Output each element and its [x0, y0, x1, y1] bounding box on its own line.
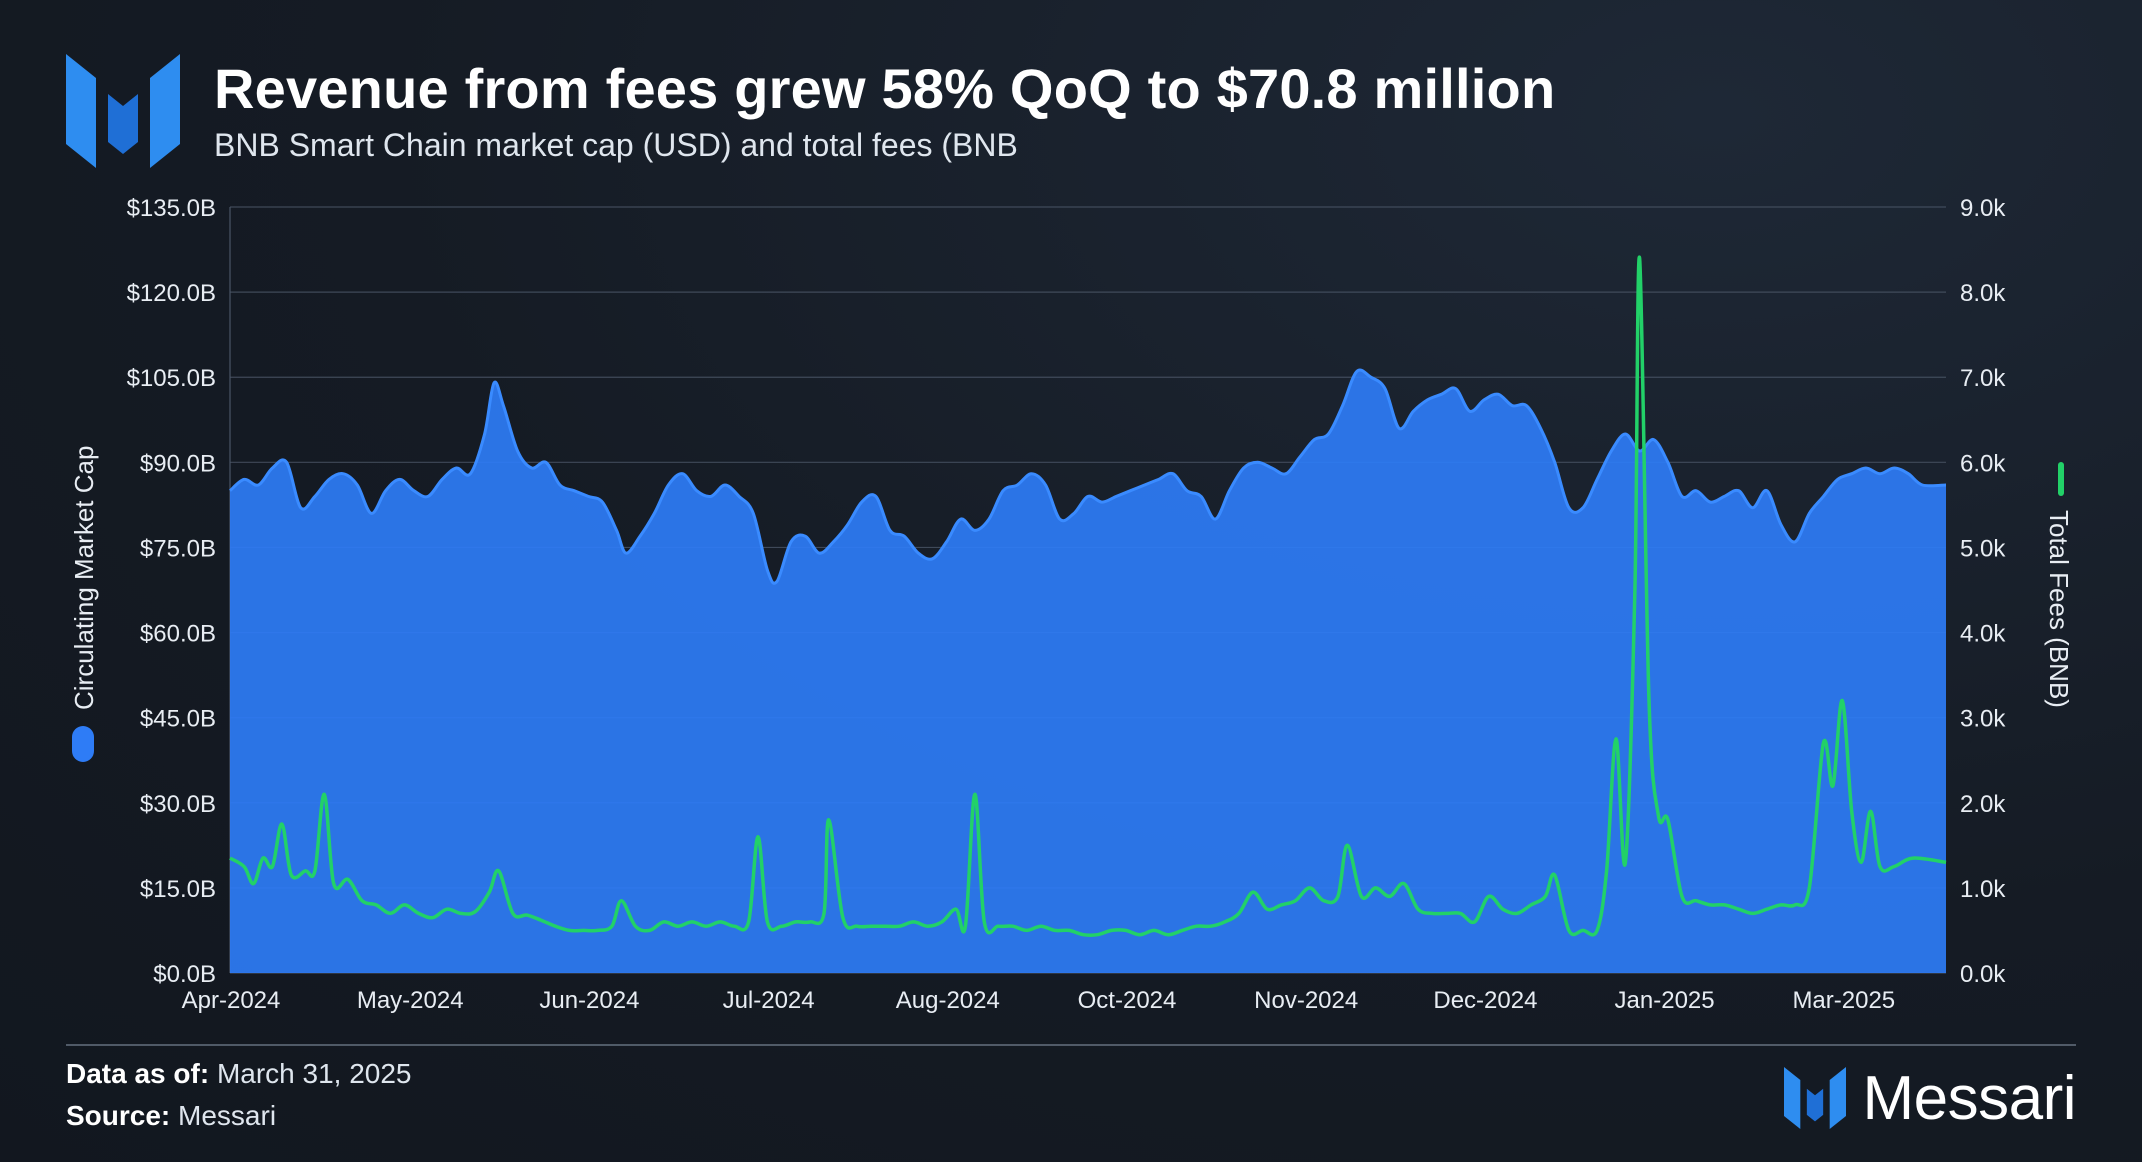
source-value: Messari	[178, 1100, 277, 1131]
right-axis-title: Total Fees (BNB)	[2044, 510, 2074, 708]
right-tick-label: 4.0k	[1960, 621, 2006, 648]
left-tick-label: $30.0B	[140, 791, 216, 818]
left-tick-label: $15.0B	[140, 876, 216, 903]
data-as-of: Data as of: March 31, 2025	[66, 1058, 412, 1090]
right-tick-label: 0.0k	[1960, 961, 2006, 988]
x-axis-ticks: Apr-2024 May-2024 Jun-2024 Jul-2024 Aug-2024…	[182, 987, 1896, 1014]
fees-line	[229, 255, 1947, 937]
right-tick-label: 6.0k	[1960, 450, 2006, 477]
right-tick-label: 7.0k	[1960, 365, 2006, 392]
x-tick-label: Jan-2025	[1615, 987, 1715, 1014]
right-tick-label: 8.0k	[1960, 280, 2006, 307]
footer-divider	[66, 1044, 2076, 1046]
source-label: Source:	[66, 1100, 171, 1131]
left-legend-swatch	[72, 726, 94, 762]
left-axis-legend: Circulating Market Cap	[69, 446, 99, 762]
right-tick-label: 9.0k	[1960, 195, 2006, 222]
data-source: Source: Messari	[66, 1100, 276, 1132]
messari-brand-icon	[1784, 1067, 1847, 1129]
x-tick-label: Oct-2024	[1078, 987, 1177, 1014]
left-tick-label: $90.0B	[140, 450, 216, 477]
x-tick-label: Jul-2024	[723, 987, 815, 1014]
x-tick-label: Mar-2025	[1792, 987, 1895, 1014]
chart-subtitle: BNB Smart Chain market cap (USD) and tot…	[214, 127, 1018, 163]
left-tick-label: $45.0B	[140, 706, 216, 733]
x-tick-label: Jun-2024	[539, 987, 639, 1014]
right-tick-label: 2.0k	[1960, 791, 2006, 818]
right-tick-label: 3.0k	[1960, 706, 2006, 733]
brand-name: Messari	[1862, 1063, 2076, 1133]
asof-label: Data as of:	[66, 1058, 210, 1089]
left-tick-label: $75.0B	[140, 535, 216, 562]
left-tick-label: $0.0B	[153, 961, 216, 988]
axis-legends: Circulating Market Cap Total Fees (BNB)	[69, 446, 2074, 762]
right-legend-swatch	[2058, 462, 2064, 496]
asof-value: March 31, 2025	[216, 1058, 412, 1089]
chart-title: Revenue from fees grew 58% QoQ to $70.8 …	[214, 57, 1556, 120]
x-tick-label: Nov-2024	[1254, 987, 1358, 1014]
left-axis-title: Circulating Market Cap	[69, 446, 99, 710]
x-tick-label: Apr-2024	[182, 987, 281, 1014]
right-axis-legend: Total Fees (BNB)	[2044, 462, 2074, 708]
market-cap-area	[230, 370, 1946, 973]
messari-logo-icon	[66, 54, 180, 168]
left-tick-label: $105.0B	[127, 365, 216, 392]
left-tick-label: $60.0B	[140, 621, 216, 648]
left-axis-ticks: $0.0B $15.0B $30.0B $45.0B $60.0B $75.0B $90.0…	[127, 195, 216, 988]
x-tick-label: Dec-2024	[1433, 987, 1537, 1014]
right-axis-ticks: 0.0k 1.0k 2.0k 3.0k 4.0k 5.0k 6.0k 7.0k 8.0k 9.0k	[1960, 195, 2006, 988]
brand-logo: Messari	[1782, 1062, 2076, 1134]
x-tick-label: May-2024	[357, 987, 464, 1014]
market-cap-line	[229, 368, 1947, 585]
x-tick-label: Aug-2024	[896, 987, 1000, 1014]
right-tick-label: 5.0k	[1960, 535, 2006, 562]
left-tick-label: $120.0B	[127, 280, 216, 307]
left-tick-label: $135.0B	[127, 195, 216, 222]
right-tick-label: 1.0k	[1960, 876, 2006, 903]
